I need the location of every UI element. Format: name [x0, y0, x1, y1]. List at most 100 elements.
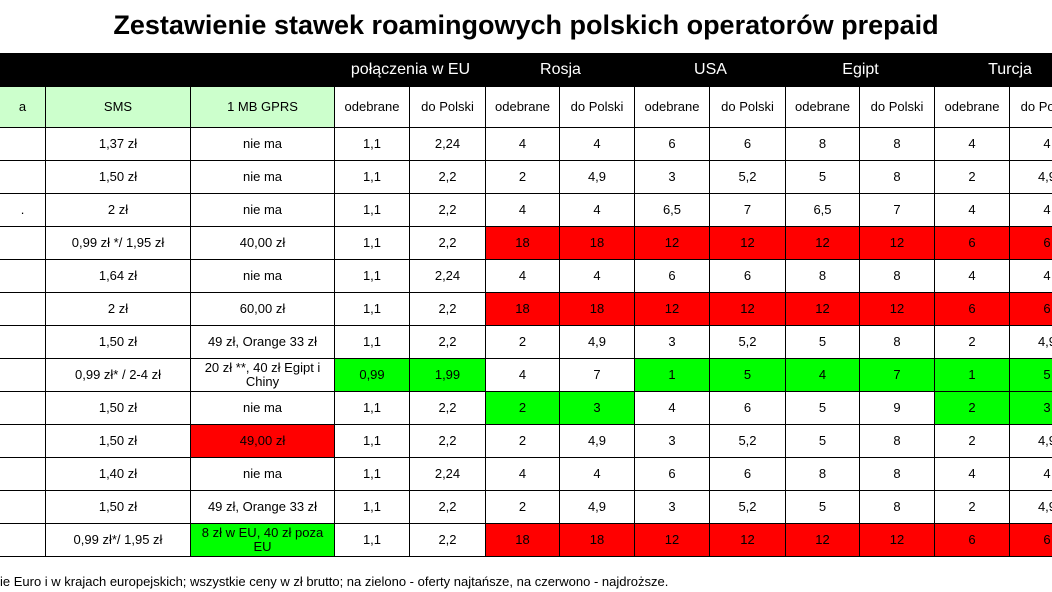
table-cell: 1,1: [335, 260, 410, 293]
table-cell: nie ma: [191, 260, 335, 293]
header-band: [0, 53, 1052, 87]
table-cell: 1: [935, 359, 1010, 392]
table-cell: 12: [786, 227, 860, 260]
table-cell: 18: [560, 293, 635, 326]
table-cell: 49,00 zł: [191, 425, 335, 458]
table-cell: 4,9: [560, 491, 635, 524]
table-cell: 1,1: [335, 227, 410, 260]
table-cell: 1,37 zł: [46, 128, 191, 161]
table-cell: 3: [1010, 392, 1052, 425]
table-cell: [0, 491, 46, 524]
table-cell: [0, 260, 46, 293]
column-header: do Polski: [860, 87, 935, 128]
table-cell: 2,2: [410, 227, 486, 260]
table-cell: 1,50 zł: [46, 326, 191, 359]
table-cell: 18: [560, 227, 635, 260]
column-header: odebrane: [635, 87, 710, 128]
table-cell: 8: [860, 458, 935, 491]
table-cell: 12: [860, 293, 935, 326]
table-cell: [0, 326, 46, 359]
table-cell: 2,2: [410, 491, 486, 524]
table-cell: 4: [486, 359, 560, 392]
table-cell: 6: [1010, 293, 1052, 326]
table-cell: 2: [935, 161, 1010, 194]
table-cell: 8: [786, 458, 860, 491]
table-cell: 2,24: [410, 128, 486, 161]
table-cell: 1,1: [335, 491, 410, 524]
table-cell: 12: [786, 293, 860, 326]
table-cell: 12: [860, 227, 935, 260]
table-cell: 4: [560, 458, 635, 491]
table-cell: 5: [786, 392, 860, 425]
table-cell: .: [0, 194, 46, 227]
table-cell: 8: [860, 128, 935, 161]
table-cell: [0, 161, 46, 194]
table-cell: 12: [786, 524, 860, 557]
table-cell: 2: [486, 425, 560, 458]
table-cell: 1,50 zł: [46, 392, 191, 425]
table-cell: 6: [635, 458, 710, 491]
table-cell: 1,99: [410, 359, 486, 392]
table-cell: 20 zł **, 40 zł Egipt i Chiny: [191, 359, 335, 392]
table-cell: 1,1: [335, 425, 410, 458]
table-cell: 12: [710, 293, 786, 326]
table-cell: 6: [935, 293, 1010, 326]
table-cell: 49 zł, Orange 33 zł: [191, 491, 335, 524]
table-cell: 2,2: [410, 293, 486, 326]
column-header: do Polski: [710, 87, 786, 128]
table-cell: 1,64 zł: [46, 260, 191, 293]
table-cell: 40,00 zł: [191, 227, 335, 260]
table-cell: 6: [935, 227, 1010, 260]
table-cell: 2: [486, 161, 560, 194]
table-cell: 3: [635, 326, 710, 359]
table-cell: 6: [710, 458, 786, 491]
table-cell: nie ma: [191, 194, 335, 227]
table-cell: 6: [710, 260, 786, 293]
table-cell: 4: [635, 392, 710, 425]
table-cell: 1,1: [335, 161, 410, 194]
table-cell: 5,2: [710, 425, 786, 458]
table-cell: 12: [635, 524, 710, 557]
table-cell: 12: [635, 293, 710, 326]
table-cell: 3: [635, 161, 710, 194]
table-cell: 2,2: [410, 194, 486, 227]
table-cell: 5,2: [710, 491, 786, 524]
table-cell: 2: [486, 491, 560, 524]
table-cell: 7: [560, 359, 635, 392]
table-cell: 8: [786, 260, 860, 293]
table-cell: 4,9: [560, 161, 635, 194]
table-cell: nie ma: [191, 128, 335, 161]
table-cell: 3: [635, 425, 710, 458]
table-cell: 12: [710, 524, 786, 557]
table-cell: 18: [486, 293, 560, 326]
table-cell: 5: [1010, 359, 1052, 392]
column-header: a: [0, 87, 46, 128]
table-cell: 4: [486, 458, 560, 491]
table-cell: 1,50 zł: [46, 491, 191, 524]
table-cell: 0,99 zł */ 1,95 zł: [46, 227, 191, 260]
table-cell: 2,2: [410, 326, 486, 359]
table-cell: [0, 524, 46, 557]
table-cell: 2: [486, 392, 560, 425]
table-cell: 4: [1010, 458, 1052, 491]
table-cell: [0, 293, 46, 326]
table-cell: 6: [710, 128, 786, 161]
table-cell: 4,9: [1010, 491, 1052, 524]
group-header: Rosja: [540, 61, 581, 78]
column-header: SMS: [46, 87, 191, 128]
table-cell: nie ma: [191, 161, 335, 194]
table-cell: 6: [635, 128, 710, 161]
table-cell: 12: [860, 524, 935, 557]
table-cell: 4: [486, 260, 560, 293]
table-cell: [0, 128, 46, 161]
table-cell: 6: [1010, 227, 1052, 260]
table-cell: 7: [710, 194, 786, 227]
table-cell: 3: [635, 491, 710, 524]
table-cell: 9: [860, 392, 935, 425]
table-cell: 12: [635, 227, 710, 260]
table-cell: 2,24: [410, 458, 486, 491]
table-cell: 6: [710, 392, 786, 425]
table-cell: 3: [560, 392, 635, 425]
table-cell: [0, 458, 46, 491]
